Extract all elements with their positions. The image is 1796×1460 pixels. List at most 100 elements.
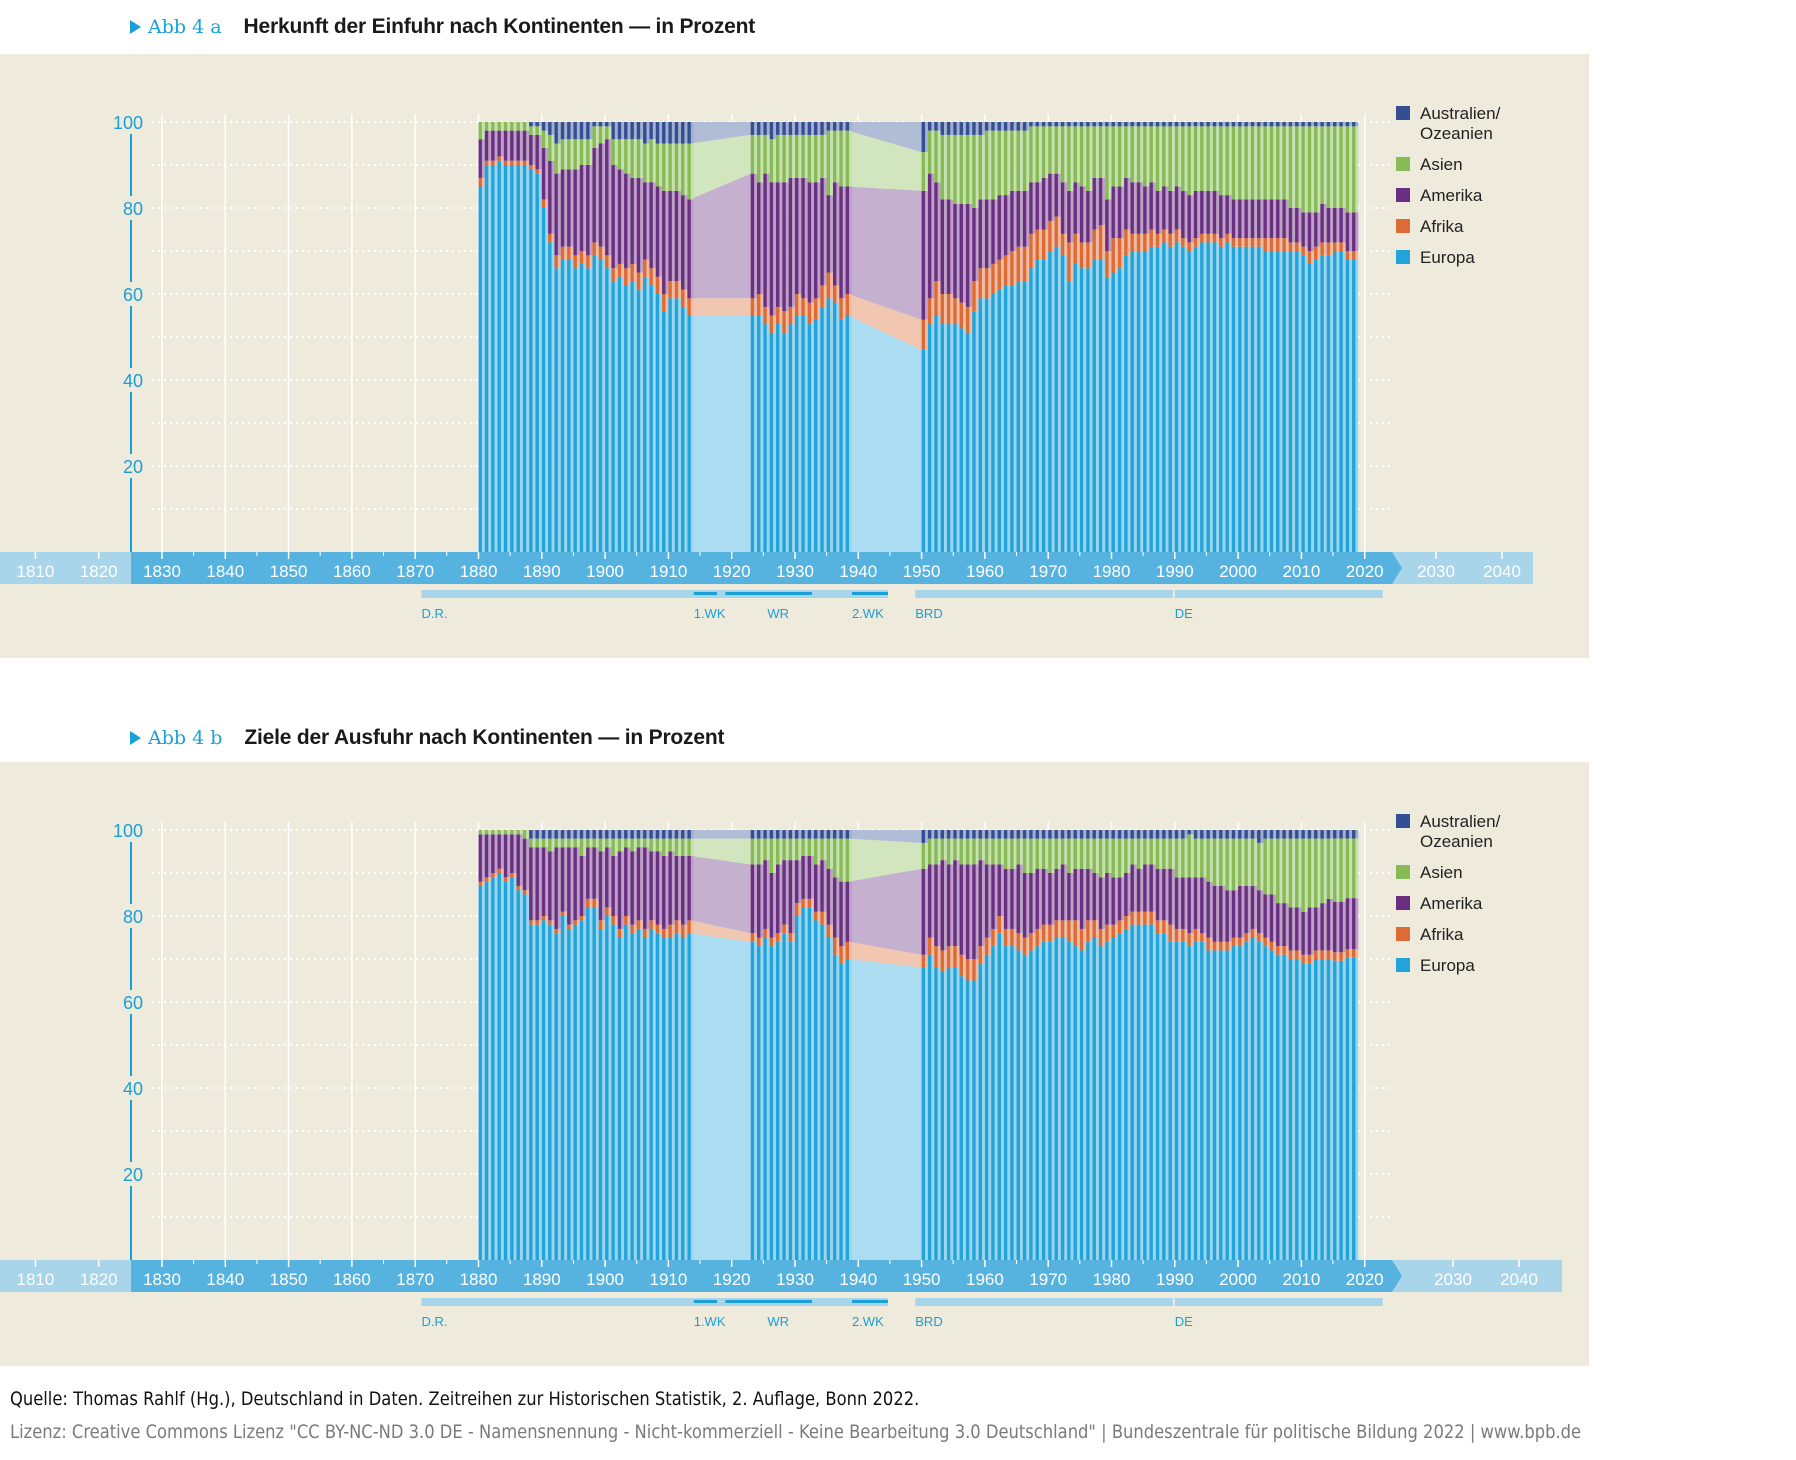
bar-europa-1990 xyxy=(1174,242,1179,552)
bar-afrika-1892 xyxy=(554,255,558,269)
bar-asien-2012 xyxy=(1314,838,1318,908)
timeline-year-label: 1850 xyxy=(270,562,308,581)
bar-europa-2001 xyxy=(1244,246,1248,552)
bar-afrika-1881 xyxy=(484,160,489,165)
bar-asien-1893 xyxy=(560,838,565,848)
bar-amerika-1894 xyxy=(567,169,571,247)
bar-australienozeanien-2015 xyxy=(1333,122,1337,127)
bar-asien-1963 xyxy=(1003,838,1008,869)
bar-amerika-1997 xyxy=(1219,195,1223,239)
bar-amerika-1990 xyxy=(1174,877,1179,929)
gap-fill-australienozeanien xyxy=(848,122,922,153)
bar-amerika-1899 xyxy=(598,143,603,247)
bar-afrika-1967 xyxy=(1029,933,1033,951)
bar-asien-1932 xyxy=(807,134,812,183)
bar-australienozeanien-2009 xyxy=(1295,122,1299,127)
bar-amerika-1960 xyxy=(984,199,989,269)
period-line-1wk xyxy=(693,1300,718,1303)
bar-australienozeanien-1963 xyxy=(1003,830,1008,839)
bar-afrika-2010 xyxy=(1301,246,1305,256)
bar-australienozeanien-1932 xyxy=(807,830,812,839)
bar-asien-1957 xyxy=(965,134,970,204)
bar-asien-1931 xyxy=(801,838,805,856)
bar-australienozeanien-1991 xyxy=(1181,830,1185,839)
bar-afrika-1988 xyxy=(1162,920,1166,934)
bar-afrika-1965 xyxy=(1016,933,1020,951)
bar-asien-1964 xyxy=(1010,838,1014,869)
bar-europa-1968 xyxy=(1035,946,1039,1260)
bar-europa-1888 xyxy=(529,924,533,1260)
bar-afrika-1978 xyxy=(1098,928,1103,947)
bar-afrika-1925 xyxy=(763,928,767,938)
bar-asien-2018 xyxy=(1352,126,1356,213)
timeline-year-label: 1830 xyxy=(143,562,181,581)
timeline-year-label: 1980 xyxy=(1093,562,1131,581)
bar-afrika-1881 xyxy=(484,877,489,882)
bar-afrika-1933 xyxy=(813,298,818,320)
bar-europa-1936 xyxy=(832,302,837,552)
bar-europa-1892 xyxy=(554,933,558,1260)
bar-europa-1891 xyxy=(548,242,552,552)
bar-afrika-1887 xyxy=(522,160,527,165)
bar-europa-1933 xyxy=(813,319,818,552)
timeline-year-label: 1900 xyxy=(586,562,624,581)
bar-europa-1929 xyxy=(788,324,793,552)
bar-amerika-2015 xyxy=(1333,901,1337,953)
bar-afrika-1928 xyxy=(782,311,786,333)
bar-asien-2017 xyxy=(1345,126,1350,213)
timeline-year-label: 1880 xyxy=(460,1270,498,1289)
bar-asien-1986 xyxy=(1149,838,1153,865)
bar-australienozeanien-1908 xyxy=(655,122,660,144)
timeline-year-label: 2030 xyxy=(1434,1270,1472,1289)
bar-asien-1903 xyxy=(624,139,628,174)
bar-afrika-1980 xyxy=(1111,238,1115,273)
bar-asien-2014 xyxy=(1326,126,1331,208)
bar-afrika-1978 xyxy=(1098,225,1103,260)
bar-amerika-1964 xyxy=(1010,868,1014,929)
bar-australienozeanien-2002 xyxy=(1250,122,1255,127)
bars xyxy=(478,830,1359,1260)
bar-afrika-1954 xyxy=(946,294,951,325)
bar-amerika-1933 xyxy=(813,864,818,912)
bar-afrika-2007 xyxy=(1282,946,1286,955)
bar-australienozeanien-1985 xyxy=(1143,122,1147,127)
bar-australienozeanien-1991 xyxy=(1181,122,1185,127)
timeline-year-label: 2000 xyxy=(1219,562,1257,581)
bar-australienozeanien-1953 xyxy=(940,122,944,135)
bar-europa-1904 xyxy=(630,281,634,552)
bar-afrika-1905 xyxy=(636,272,641,290)
bar-amerika-1973 xyxy=(1067,190,1071,243)
bar-australienozeanien-1961 xyxy=(991,122,995,131)
bar-asien-1888 xyxy=(529,838,533,848)
bar-asien-1887 xyxy=(522,122,527,131)
bar-amerika-1998 xyxy=(1225,890,1229,942)
bar-amerika-1890 xyxy=(541,847,546,916)
bar-europa-2011 xyxy=(1307,263,1312,552)
bar-afrika-1972 xyxy=(1060,233,1065,256)
bar-afrika-2003 xyxy=(1257,933,1261,942)
bar-europa-1895 xyxy=(573,924,577,1260)
period-line-2wk xyxy=(851,592,888,595)
bar-australienozeanien-2007 xyxy=(1282,122,1286,127)
bar-amerika-1891 xyxy=(548,851,552,921)
bar-asien-1970 xyxy=(1048,838,1052,873)
bar-europa-1906 xyxy=(643,937,647,1260)
timeline-year-label: 1930 xyxy=(776,562,814,581)
bar-amerika-1899 xyxy=(598,851,603,921)
bar-europa-1935 xyxy=(826,298,831,552)
bar-europa-1926 xyxy=(769,332,774,552)
bar-asien-1903 xyxy=(624,838,628,848)
period-label: 2.WK xyxy=(852,1314,884,1329)
bar-europa-1964 xyxy=(1010,946,1014,1260)
bar-afrika-2008 xyxy=(1288,950,1293,959)
bar-europa-1960 xyxy=(984,954,989,1260)
bar-asien-1988 xyxy=(1162,838,1166,869)
bar-asien-1961 xyxy=(991,130,995,200)
period-label: 1.WK xyxy=(694,606,726,621)
timeline-year-label: 1920 xyxy=(713,1270,751,1289)
bar-europa-2007 xyxy=(1282,954,1286,1260)
bar-europa-1899 xyxy=(598,259,603,552)
bar-afrika-1985 xyxy=(1143,233,1147,251)
bar-europa-2009 xyxy=(1295,251,1299,552)
bar-europa-2012 xyxy=(1314,259,1318,552)
